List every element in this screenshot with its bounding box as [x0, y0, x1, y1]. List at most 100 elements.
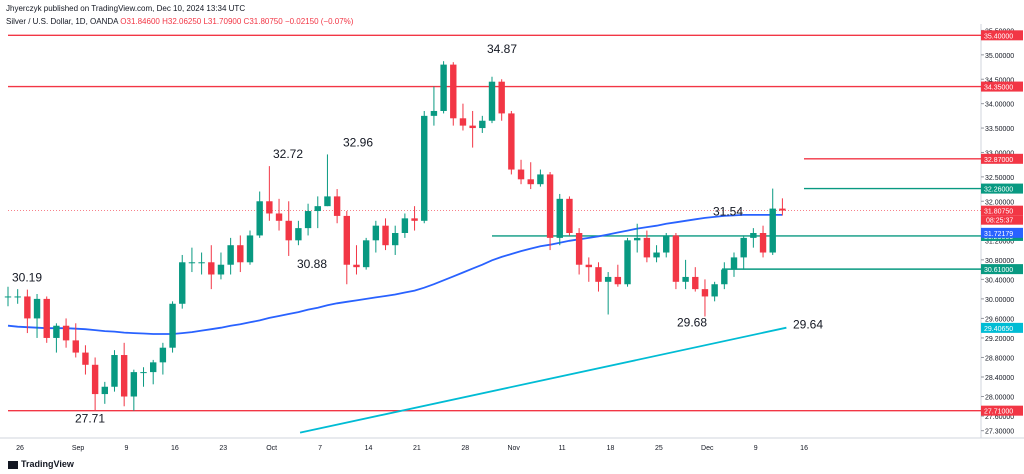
candle-body — [382, 225, 389, 246]
price-annotation: 30.88 — [297, 257, 327, 271]
candle-body — [266, 201, 273, 214]
candle-body — [469, 125, 476, 129]
time-tick-label: Dec — [701, 445, 714, 452]
candle-body — [721, 269, 728, 285]
time-tick-label: 9 — [754, 445, 758, 452]
candle-body — [672, 235, 680, 282]
candle-body — [43, 298, 50, 338]
candle-body — [450, 64, 457, 119]
candle-body — [517, 169, 525, 180]
price-tag-label: 29.40650 — [984, 326, 1013, 333]
candle-body — [614, 276, 622, 285]
level-tag-label: 32.26000 — [984, 187, 1013, 194]
price-tick-label: 30.00000 — [985, 297, 1014, 304]
time-tick-label: 16 — [171, 445, 179, 452]
candle-body — [634, 237, 641, 241]
tradingview-logo: TradingView — [8, 459, 74, 469]
candle-body — [227, 245, 234, 265]
candle-body — [421, 115, 428, 221]
candle-body — [353, 264, 360, 268]
candle-body — [62, 325, 70, 341]
time-tick-label: 9 — [125, 445, 129, 452]
candle-body — [324, 196, 331, 207]
ma-200-line — [299, 326, 787, 434]
candle-body — [430, 110, 438, 116]
price-tick-label: 30.40000 — [985, 277, 1014, 284]
price-annotation: 32.72 — [273, 147, 303, 161]
time-tick-label: Sep — [72, 445, 85, 452]
price-annotation: 34.87 — [487, 42, 517, 56]
ma-50-line — [7, 213, 783, 335]
candle-body — [701, 289, 709, 297]
tradingview-icon — [8, 460, 18, 469]
candle-body — [411, 218, 418, 221]
candle-body — [624, 240, 631, 285]
price-annotation: 27.71 — [75, 412, 105, 426]
price-tick-label: 33.50000 — [985, 126, 1014, 133]
time-tick-label: 11 — [558, 445, 565, 452]
candle-body — [556, 198, 563, 238]
candle-body — [488, 81, 496, 121]
time-tick-label: Oct — [266, 445, 277, 452]
price-tick-label: 28.80000 — [985, 355, 1014, 362]
candle-body — [198, 262, 205, 264]
candle-body — [653, 252, 660, 258]
level-tag-label: 35.40000 — [984, 33, 1013, 40]
candle-body — [82, 352, 89, 365]
price-tag — [981, 322, 1023, 333]
symbol-name: Silver / U.S. Dollar, 1D, OANDA — [6, 17, 119, 26]
candle-body — [4, 296, 12, 298]
level-tag-label: 34.35000 — [984, 85, 1013, 92]
level-tag — [981, 183, 1023, 194]
candle-body — [779, 208, 786, 211]
price-tick-label: 28.40000 — [985, 375, 1014, 382]
level-tag — [981, 30, 1023, 41]
candle-body — [759, 233, 767, 253]
candle-body — [372, 225, 380, 241]
price-tag-label: 31.72179 — [984, 231, 1013, 238]
candle-body — [208, 262, 215, 275]
candle-body — [33, 298, 41, 319]
symbol-line: Silver / U.S. Dollar, 1D, OANDA O31.8460… — [6, 17, 353, 26]
countdown-label: 08:25:37 — [986, 218, 1013, 225]
candle-body — [159, 347, 167, 363]
level-tag — [981, 81, 1023, 92]
candle-body — [585, 264, 592, 268]
candle-body — [566, 198, 573, 233]
time-tick-label: Nov — [507, 445, 520, 452]
price-tick-label: 34.00000 — [985, 102, 1014, 109]
price-tick-label: 32.00000 — [985, 199, 1014, 206]
time-tick-label: 23 — [219, 445, 227, 452]
level-tag — [981, 405, 1023, 416]
candle-body — [459, 118, 467, 126]
candle-body — [362, 240, 370, 268]
candle-body — [730, 257, 738, 270]
level-tag-label: 27.71000 — [984, 409, 1013, 416]
candle-body — [285, 220, 292, 241]
ohlc-close: C31.80750 — [243, 17, 283, 26]
candle-body — [343, 215, 350, 265]
candle-body — [537, 174, 544, 185]
price-annotation: 30.19 — [12, 271, 42, 285]
time-tick-label: 14 — [365, 445, 373, 452]
candle-body — [314, 206, 321, 212]
candle-body — [120, 355, 128, 397]
candle-body — [72, 340, 79, 353]
candle-body — [275, 213, 283, 221]
price-annotation: 29.64 — [793, 317, 823, 331]
candle-body — [498, 81, 505, 114]
candle-body — [333, 196, 341, 216]
price-tick-label: 34.50000 — [985, 77, 1014, 84]
price-tag-label: 31.80750 — [984, 209, 1013, 216]
price-tick-label: 35.00000 — [985, 53, 1014, 60]
price-annotation: 29.68 — [677, 316, 707, 330]
candle-body — [643, 237, 651, 258]
price-tick-label: 32.50000 — [985, 175, 1014, 182]
candle-body — [440, 64, 447, 111]
price-tick-label: 29.20000 — [985, 336, 1014, 343]
candle-body — [508, 113, 515, 170]
candle-body — [256, 201, 263, 236]
price-tick-label: 31.20000 — [985, 238, 1014, 245]
candle-body — [663, 235, 670, 253]
